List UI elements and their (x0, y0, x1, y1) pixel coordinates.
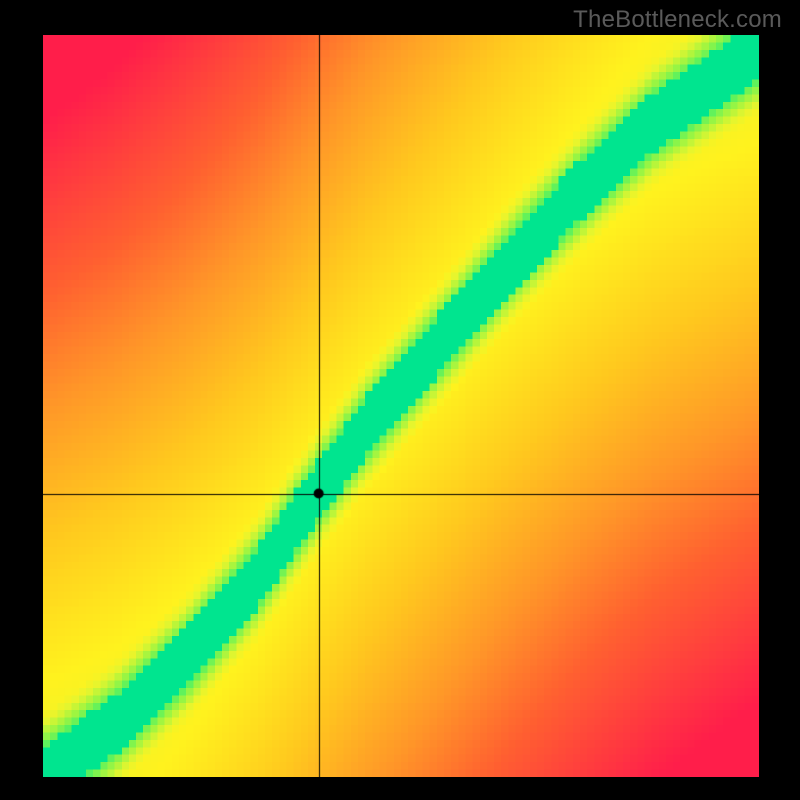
bottleneck-heatmap-root: { "watermark": "TheBottleneck.com", "cha… (0, 0, 800, 800)
crosshair-overlay (43, 35, 759, 777)
watermark-text: TheBottleneck.com (573, 6, 782, 34)
